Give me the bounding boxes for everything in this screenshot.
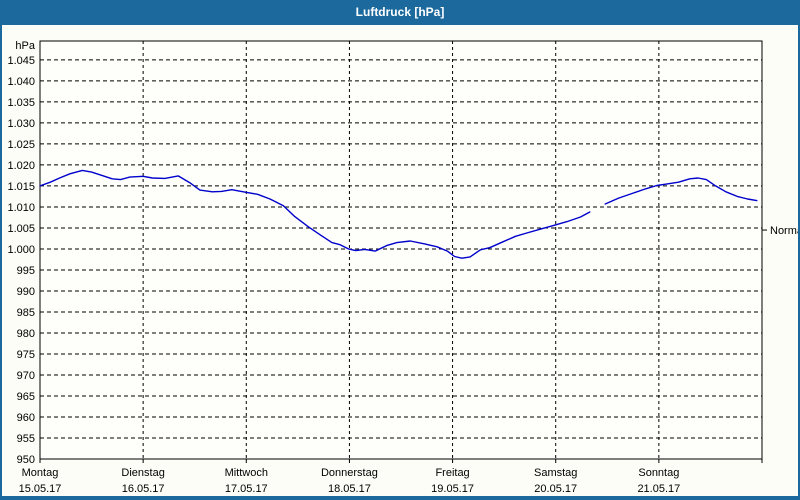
day-name-label: Samstag [534, 467, 577, 479]
day-name-label: Dienstag [121, 467, 164, 479]
pressure-line-segment [39, 169, 591, 259]
y-tick-label: 980 [17, 328, 35, 340]
y-tick-label: 975 [17, 349, 35, 361]
day-date-label: 19.05.17 [431, 483, 474, 495]
day-date-label: 16.05.17 [122, 483, 165, 495]
y-tick-label: 1.030 [7, 118, 35, 130]
day-date-label: 21.05.17 [637, 483, 680, 495]
day-name-label: Mittwoch [225, 467, 268, 479]
y-tick-label: 1.020 [7, 160, 35, 172]
y-tick-label: 1.025 [7, 139, 35, 151]
pressure-chart: 1.045 1.040 1.035 1.030 1.025 1.020 1.015 1.010… [7, 40, 798, 495]
day-date-label: 20.05.17 [534, 483, 577, 495]
y-tick-label: 960 [17, 412, 35, 424]
y-tick-label: 1.000 [7, 244, 35, 256]
day-date-label: 17.05.17 [225, 483, 268, 495]
y-tick-label: 995 [17, 265, 35, 277]
y-tick-label: 970 [17, 370, 35, 382]
day-name-label: Donnerstag [321, 467, 378, 479]
y-tick-label: 965 [17, 391, 35, 403]
y-tick-label: 1.015 [7, 181, 35, 193]
day-date-label: 18.05.17 [328, 483, 371, 495]
day-name-label: Montag [22, 467, 59, 479]
y-tick-label: 1.005 [7, 223, 35, 235]
day-name-label: Freitag [435, 467, 469, 479]
plot-area [40, 41, 762, 459]
window-titlebar[interactable]: Luftdruck [hPa] [0, 0, 800, 25]
y-tick-label: 955 [17, 433, 35, 445]
normal-label: Normal [770, 225, 798, 237]
y-tick-label: 1.035 [7, 97, 35, 109]
y-tick-label: 950 [17, 454, 35, 466]
window-title: Luftdruck [hPa] [355, 5, 445, 19]
day-name-label: Sonntag [638, 467, 679, 479]
y-tick-label: 985 [17, 307, 35, 319]
plot-border [39, 40, 763, 460]
y-tick-label: 1.040 [7, 76, 35, 88]
pressure-line-segment [604, 177, 758, 205]
y-tick-label: 1.045 [7, 55, 35, 67]
y-axis-unit-label: hPa [15, 40, 35, 52]
y-tick-label: 990 [17, 286, 35, 298]
y-tick-label: 1.010 [7, 202, 35, 214]
day-date-label: 15.05.17 [19, 483, 62, 495]
